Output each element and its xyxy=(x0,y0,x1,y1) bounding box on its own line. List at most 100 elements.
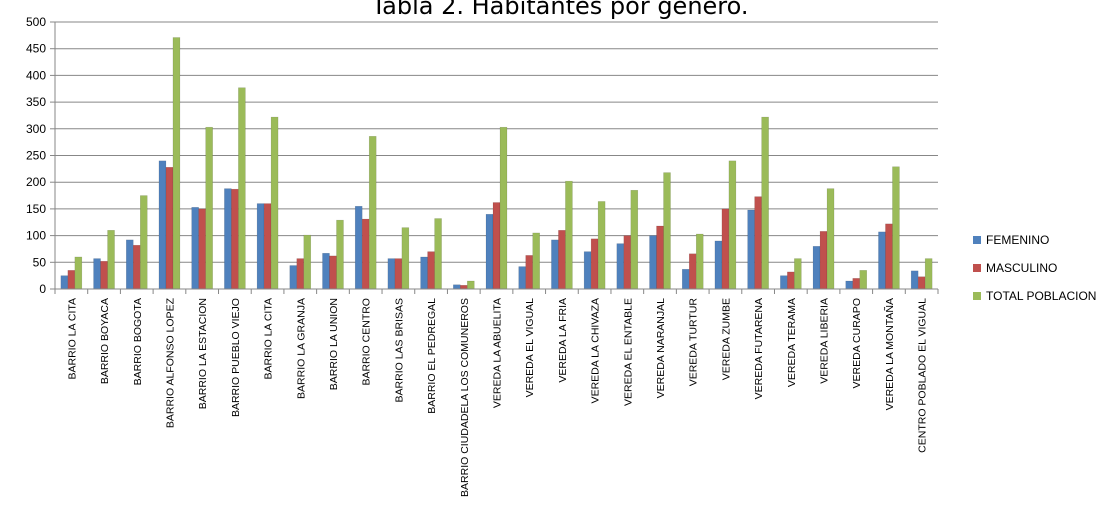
y-axis-ticks: 0 50 100 150 200 250 300 350 400 450 500 xyxy=(26,15,55,296)
bar-masculino xyxy=(296,258,305,290)
legend-swatch xyxy=(973,264,981,272)
bar-total-poblacion xyxy=(74,256,83,290)
bar-femenino xyxy=(878,231,886,290)
bar-masculino xyxy=(492,202,501,290)
bar-total-poblacion xyxy=(532,232,540,290)
bar-masculino xyxy=(623,235,632,290)
bar-masculino xyxy=(819,231,828,290)
bar-femenino xyxy=(322,252,330,290)
bar-femenino xyxy=(616,243,625,290)
x-category-label: VEREDA LA ABUELITA xyxy=(492,298,504,408)
bar-total-poblacion xyxy=(401,227,410,290)
bar-masculino xyxy=(917,276,926,290)
bar-femenino xyxy=(649,235,657,290)
bar-masculino xyxy=(688,253,697,290)
y-tick-label: 200 xyxy=(26,175,46,189)
legend-swatch xyxy=(973,236,981,244)
bar-femenino xyxy=(485,213,494,290)
bar-femenino xyxy=(583,251,592,290)
bar-total-poblacion xyxy=(826,188,835,290)
legend-label: TOTAL POBLACION xyxy=(986,289,1096,303)
y-tick-label: 250 xyxy=(26,149,46,163)
bar-total-poblacion xyxy=(205,126,213,290)
x-category-label: VEREDA FUTARENA xyxy=(753,298,765,399)
x-category-label: BARRIO BOGOTA xyxy=(132,298,144,385)
bar-masculino xyxy=(754,196,762,290)
x-category-label: BARRIO LAS BRISAS xyxy=(393,298,405,402)
bar-masculino xyxy=(361,218,370,290)
x-category-label: BARRIO ALFONSO LOPEZ xyxy=(164,297,176,428)
legend-swatch xyxy=(973,292,981,300)
bar-masculino xyxy=(460,285,468,290)
bar-masculino xyxy=(721,208,730,290)
x-category-label: BARRIO PUEBLO VIEJO xyxy=(230,298,242,417)
x-category-label: VEREDA LIBERIA xyxy=(819,298,831,384)
bar-total-poblacion xyxy=(467,280,475,290)
bar-masculino xyxy=(885,223,893,290)
y-tick-label: 150 xyxy=(26,202,46,216)
x-category-label: VEREDA LA MONTAÑA xyxy=(883,298,896,410)
bar-femenino xyxy=(780,275,788,290)
bar-femenino xyxy=(354,205,363,290)
bar-masculino xyxy=(590,238,599,290)
bar-femenino xyxy=(681,268,690,290)
x-category-label: BARRIO BOYACA xyxy=(99,298,111,384)
bar-masculino xyxy=(231,188,239,290)
bar-femenino xyxy=(191,207,199,290)
x-category-label: VEREDA EL VIGUAL xyxy=(524,298,536,398)
bar-total-poblacion xyxy=(892,166,900,290)
bar-total-poblacion xyxy=(924,258,933,290)
y-tick-label: 50 xyxy=(33,255,47,269)
x-category-label: VEREDA CURAPO xyxy=(851,298,863,388)
bar-total-poblacion xyxy=(761,116,769,290)
bar-femenino xyxy=(453,284,461,290)
bar-total-poblacion xyxy=(238,87,246,290)
x-category-label: VEREDA TERAMA xyxy=(786,298,798,387)
y-tick-label: 400 xyxy=(26,68,46,82)
x-category-label: BARRIO LA CITA xyxy=(263,298,275,380)
bar-total-poblacion xyxy=(794,258,802,290)
bar-femenino xyxy=(714,240,723,290)
chart-title: Tabla 2. Habitantes por genero. xyxy=(371,0,749,20)
bar-total-poblacion xyxy=(368,136,377,290)
bar-femenino xyxy=(126,239,134,290)
bar-femenino xyxy=(747,209,755,290)
bar-masculino xyxy=(427,251,435,290)
bar-total-poblacion xyxy=(140,195,148,290)
x-category-label: BARRIO LA CITA xyxy=(66,298,78,380)
legend-label: FEMENINO xyxy=(986,233,1049,247)
bar-femenino xyxy=(518,266,526,290)
bar-femenino xyxy=(93,258,101,290)
y-tick-label: 450 xyxy=(26,42,46,56)
bar-masculino xyxy=(133,244,141,290)
x-category-label: BARRIO CENTRO xyxy=(361,298,373,386)
bar-total-poblacion xyxy=(499,126,508,290)
legend-label: MASCULINO xyxy=(986,261,1057,275)
bar-masculino xyxy=(525,255,533,290)
bar-total-poblacion xyxy=(172,37,181,290)
bar-total-poblacion xyxy=(630,189,639,290)
x-category-label: BARRIO LA GRANJA xyxy=(295,298,307,399)
x-category-label: VEREDA TURTUR xyxy=(688,298,700,387)
bar-femenino xyxy=(60,275,69,290)
bar-total-poblacion xyxy=(663,172,671,290)
bar-femenino xyxy=(812,246,821,290)
bar-femenino xyxy=(420,256,428,290)
y-tick-label: 500 xyxy=(26,15,46,29)
bar-femenino xyxy=(224,188,232,290)
bar-masculino xyxy=(100,260,108,290)
bar-masculino xyxy=(394,258,403,290)
y-tick-label: 300 xyxy=(26,122,46,136)
x-category-label: CENTRO POBLADO EL VIGUAL xyxy=(917,298,929,453)
bar-masculino xyxy=(198,208,206,290)
y-tick-label: 100 xyxy=(26,229,46,243)
x-axis-labels: BARRIO LA CITA BARRIO BOYACA BARRIO BOGOTA… xyxy=(54,289,939,497)
bar-total-poblacion xyxy=(728,160,737,290)
bar-total-poblacion xyxy=(565,180,573,290)
bar-total-poblacion xyxy=(303,234,312,290)
bar-total-poblacion xyxy=(336,219,344,290)
bar-femenino xyxy=(387,258,396,290)
bar-masculino xyxy=(329,255,337,290)
bar-total-poblacion xyxy=(859,270,867,290)
